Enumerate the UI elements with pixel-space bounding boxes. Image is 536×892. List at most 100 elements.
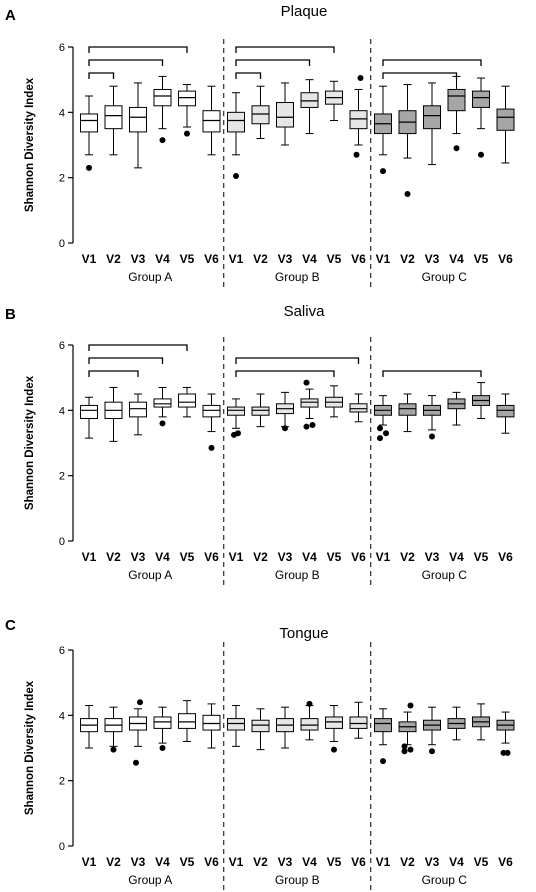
box-plot — [398, 702, 417, 755]
box-plot — [423, 395, 441, 440]
outlier-point — [208, 444, 215, 451]
box-plot — [374, 708, 392, 765]
y-tick-label: 2 — [59, 173, 65, 185]
box-plot — [251, 708, 270, 751]
x-tick-label: V5 — [180, 855, 195, 869]
y-axis-label: Shannon Diversity Index — [24, 77, 36, 212]
x-tick-label: V6 — [498, 550, 513, 564]
x-tick-label: V5 — [327, 550, 342, 564]
box-plot — [276, 391, 294, 432]
x-tick-label: V1 — [82, 550, 97, 564]
significance-bracket — [382, 59, 482, 66]
box-plot — [447, 391, 466, 426]
y-axis-label: Shannon Diversity Index — [24, 375, 36, 510]
box-iqr — [496, 108, 515, 131]
outlier-point — [184, 130, 190, 137]
box-iqr — [129, 106, 147, 133]
significance-bracket — [235, 46, 335, 53]
box-plot — [227, 92, 245, 180]
y-tick-label: 0 — [59, 841, 65, 853]
x-tick-label: V4 — [449, 550, 464, 564]
x-tick-label: V2 — [106, 550, 121, 564]
box-iqr — [202, 110, 221, 133]
x-tick-label: V5 — [180, 550, 195, 564]
outlier-point — [380, 168, 386, 175]
group-label: Group C — [422, 873, 468, 887]
box-iqr — [178, 393, 196, 408]
outlier-point — [137, 699, 143, 706]
outlier-point — [357, 75, 364, 82]
y-tick-label: 0 — [59, 238, 65, 250]
y-tick-label: 4 — [59, 405, 65, 417]
box-plot — [398, 393, 417, 433]
box-plot — [374, 395, 392, 442]
box-plot — [202, 703, 221, 749]
outlier-point — [453, 145, 460, 152]
group-label: Group A — [128, 873, 172, 887]
outlier-point — [504, 749, 511, 756]
box-plot — [104, 386, 123, 442]
x-tick-label: V2 — [400, 550, 415, 564]
box-iqr — [178, 90, 196, 107]
box-plot — [472, 77, 490, 158]
y-tick-label: 4 — [59, 710, 65, 722]
group-label: Group B — [275, 568, 320, 582]
significance-bracket — [88, 72, 115, 79]
box-iqr — [251, 719, 270, 733]
x-tick-label: V2 — [400, 252, 415, 266]
box-plot — [349, 701, 368, 739]
x-tick-label: V4 — [302, 855, 317, 869]
box-plot — [447, 75, 466, 152]
box-iqr — [398, 403, 417, 416]
box-iqr — [276, 102, 294, 128]
box-plot — [276, 706, 294, 749]
x-tick-label: V5 — [327, 252, 342, 266]
group-label: Group A — [128, 270, 172, 284]
y-tick-label: 4 — [59, 107, 65, 119]
outlier-point — [303, 379, 310, 386]
outlier-point — [353, 151, 360, 158]
y-tick-label: 6 — [59, 645, 65, 657]
x-tick-label: V3 — [131, 855, 146, 869]
x-tick-label: V4 — [155, 855, 170, 869]
outlier-point — [159, 745, 166, 751]
box-iqr — [349, 716, 368, 729]
x-tick-label: V1 — [376, 855, 391, 869]
box-plot — [129, 82, 147, 169]
outlier-point — [309, 422, 316, 429]
x-tick-label: V4 — [449, 252, 464, 266]
x-tick-label: V4 — [449, 855, 464, 869]
y-tick-label: 0 — [59, 536, 65, 548]
box-plot — [202, 85, 221, 156]
box-plot — [104, 85, 123, 156]
x-tick-label: V3 — [425, 550, 440, 564]
x-tick-label: V3 — [278, 855, 293, 869]
x-tick-label: V3 — [425, 855, 440, 869]
box-plot — [325, 385, 343, 418]
box-iqr — [178, 713, 196, 729]
significance-bracket — [88, 59, 164, 66]
outlier-point — [110, 746, 117, 753]
x-tick-label: V1 — [229, 855, 244, 869]
panel-label: B — [5, 306, 16, 323]
x-tick-label: V4 — [302, 252, 317, 266]
x-tick-label: V5 — [327, 855, 342, 869]
x-tick-label: V2 — [106, 855, 121, 869]
box-plot — [276, 82, 294, 146]
outlier-point — [159, 420, 166, 427]
box-plot — [447, 706, 466, 741]
outlier-point — [306, 700, 313, 707]
box-iqr — [496, 404, 515, 418]
box-plot — [472, 703, 490, 741]
box-iqr — [202, 404, 221, 418]
box-plot — [398, 84, 417, 197]
box-plot — [80, 95, 98, 171]
box-plot — [300, 79, 319, 135]
box-iqr — [202, 714, 221, 731]
box-plot — [129, 699, 147, 766]
x-tick-label: V1 — [376, 252, 391, 266]
x-tick-label: V6 — [351, 550, 366, 564]
x-tick-label: V1 — [229, 252, 244, 266]
x-tick-label: V6 — [204, 550, 219, 564]
box-iqr — [300, 718, 319, 731]
